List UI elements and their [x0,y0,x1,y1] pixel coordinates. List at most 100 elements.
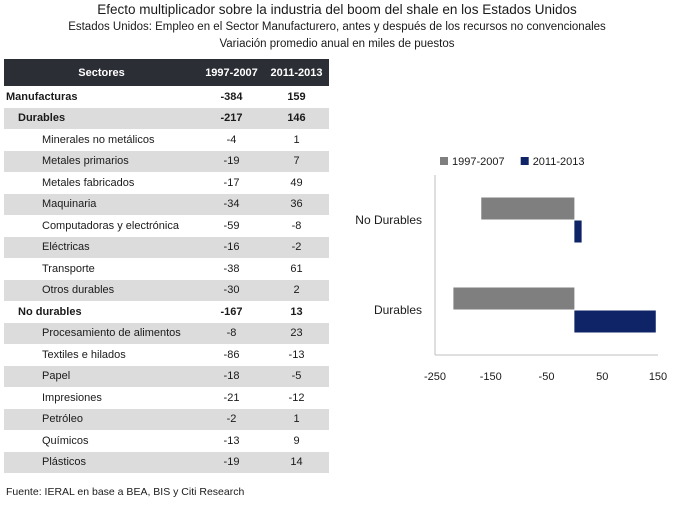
row-label: Petróleo [4,409,199,431]
row-value-1997-2007: -30 [199,280,264,302]
row-value-2011-2013: 13 [264,301,329,323]
row-label: Papel [4,366,199,388]
sector-table: Sectores 1997-2007 2011-2013 Manufactura… [4,59,329,473]
row-value-2011-2013: 2 [264,280,329,302]
table-row: Plásticos -19 14 [4,452,329,474]
row-value-2011-2013: -8 [264,215,329,237]
row-value-1997-2007: -16 [199,237,264,259]
row-value-2011-2013: 14 [264,452,329,474]
row-label: Durables [4,108,199,130]
table-row: Computadoras y electrónica -59 -8 [4,215,329,237]
x-tick-label: 50 [596,371,608,383]
row-label: Manufacturas [4,86,199,108]
row-value-1997-2007: -217 [199,108,264,130]
bar-1997-2007-no-durables [481,198,574,220]
row-value-2011-2013: 146 [264,108,329,130]
row-value-1997-2007: -17 [199,172,264,194]
legend-swatch-1997-2007 [440,157,448,165]
chart-subtitle: Estados Unidos: Empleo en el Sector Manu… [0,21,674,33]
row-value-2011-2013: 7 [264,151,329,173]
row-value-1997-2007: -38 [199,258,264,280]
chart-title: Efecto multiplicador sobre la industria … [0,2,674,17]
row-value-1997-2007: -18 [199,366,264,388]
row-value-1997-2007: -86 [199,344,264,366]
column-header-sectores: Sectores [4,59,199,86]
row-value-2011-2013: 9 [264,430,329,452]
chart-legend: 1997-2007 2011-2013 [440,156,584,168]
table-row: Transporte -38 61 [4,258,329,280]
table-row: Químicos -13 9 [4,430,329,452]
table-body: Manufacturas -384 159 Durables -217 146 Minera… [4,86,329,473]
table-row: Eléctricas -16 -2 [4,237,329,259]
row-label: Otros durables [4,280,199,302]
row-value-2011-2013: -12 [264,387,329,409]
row-label: Metales fabricados [4,172,199,194]
table-row: Papel -18 -5 [4,366,329,388]
table-row: Metales primarios -19 7 [4,151,329,173]
table-row: Petróleo -2 1 [4,409,329,431]
row-value-1997-2007: -167 [199,301,264,323]
row-value-2011-2013: 49 [264,172,329,194]
row-value-2011-2013: 1 [264,129,329,151]
bar-2011-2013-durables [574,311,655,333]
row-value-2011-2013: 36 [264,194,329,216]
chart-note: Variación promedio anual en miles de pue… [0,38,674,50]
table-row: Procesamiento de alimentos -8 23 [4,323,329,345]
bar-1997-2007-durables [453,288,574,310]
row-value-2011-2013: -13 [264,344,329,366]
table-row: Metales fabricados -17 49 [4,172,329,194]
row-label: Minerales no metálicos [4,129,199,151]
row-label: No durables [4,301,199,323]
row-value-1997-2007: -59 [199,215,264,237]
table-row: Manufacturas -384 159 [4,86,329,108]
table-row: Impresiones -21 -12 [4,387,329,409]
table-row: Maquinaria -34 36 [4,194,329,216]
row-label: Maquinaria [4,194,199,216]
category-label: Durables [374,303,422,317]
row-value-1997-2007: -4 [199,129,264,151]
row-value-1997-2007: -19 [199,452,264,474]
row-value-1997-2007: -21 [199,387,264,409]
category-label: No Durables [355,213,422,227]
row-label: Químicos [4,430,199,452]
legend-swatch-2011-2013 [521,157,529,165]
row-label: Eléctricas [4,237,199,259]
x-tick-label: -250 [424,371,446,383]
row-label: Textiles e hilados [4,344,199,366]
legend-label-1997-2007: 1997-2007 [452,156,505,168]
table-header-row: Sectores 1997-2007 2011-2013 [4,59,329,86]
row-value-1997-2007: -8 [199,323,264,345]
x-tick-label: -50 [539,371,555,383]
column-header-1997-2007: 1997-2007 [199,59,264,86]
row-value-1997-2007: -13 [199,430,264,452]
table-row: Minerales no metálicos -4 1 [4,129,329,151]
x-tick-label: -150 [480,371,502,383]
row-value-1997-2007: -2 [199,409,264,431]
row-value-1997-2007: -384 [199,86,264,108]
bar-2011-2013-no-durables [574,221,581,243]
table-row: No durables -167 13 [4,301,329,323]
source-note: Fuente: IERAL en base a BEA, BIS y Citi … [6,486,244,498]
row-value-2011-2013: 23 [264,323,329,345]
table-row: Textiles e hilados -86 -13 [4,344,329,366]
table-row: Otros durables -30 2 [4,280,329,302]
x-tick-label: 150 [649,371,667,383]
row-label: Transporte [4,258,199,280]
row-label: Plásticos [4,452,199,474]
row-value-1997-2007: -19 [199,151,264,173]
row-value-2011-2013: -2 [264,237,329,259]
row-value-2011-2013: -5 [264,366,329,388]
column-header-2011-2013: 2011-2013 [264,59,329,86]
chart-bars [453,198,655,333]
row-label: Computadoras y electrónica [4,215,199,237]
row-value-2011-2013: 1 [264,409,329,431]
row-label: Metales primarios [4,151,199,173]
row-value-2011-2013: 61 [264,258,329,280]
table-row: Durables -217 146 [4,108,329,130]
row-value-1997-2007: -34 [199,194,264,216]
row-value-2011-2013: 159 [264,86,329,108]
bar-chart: 1997-2007 2011-2013 -250 -150 -50 50 150 No Du… [340,150,670,390]
legend-label-2011-2013: 2011-2013 [533,156,585,168]
row-label: Procesamiento de alimentos [4,323,199,345]
row-label: Impresiones [4,387,199,409]
